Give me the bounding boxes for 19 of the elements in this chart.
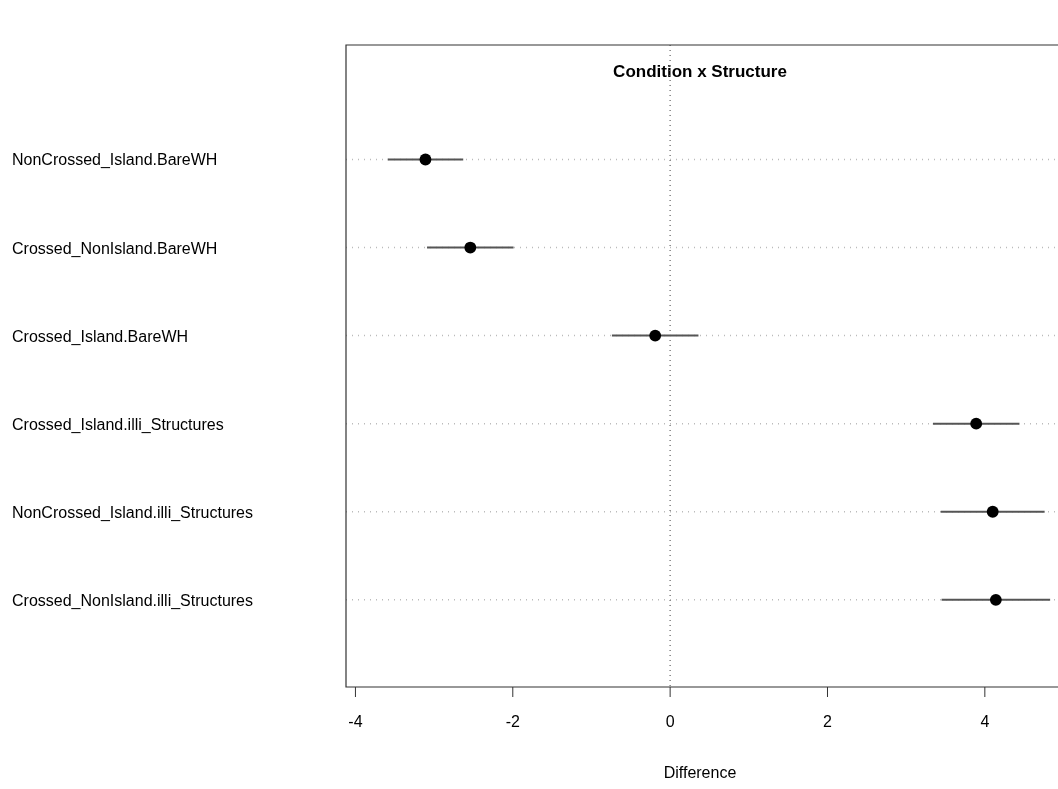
x-tick-label: -2 xyxy=(505,713,520,730)
point xyxy=(989,593,1002,606)
y-tick-label: Crossed_Island.BareWH xyxy=(12,327,189,346)
y-tick-label: Crossed_NonIsland.BareWH xyxy=(12,239,218,258)
point xyxy=(419,153,432,166)
x-tick-label: 2 xyxy=(823,713,833,730)
y-tick-label: NonCrossed_Island.illi_Structures xyxy=(12,503,253,522)
point xyxy=(464,241,477,254)
point xyxy=(986,505,999,518)
point xyxy=(970,417,983,430)
point xyxy=(649,329,662,342)
text: Condition x Structure xyxy=(613,62,787,81)
x-tick-label: 4 xyxy=(980,713,990,730)
x-tick-label: 0 xyxy=(665,713,675,730)
x-tick-label: -4 xyxy=(348,713,363,730)
y-tick-label: Crossed_Island.illi_Structures xyxy=(12,415,224,434)
y-tick-label: Crossed_NonIsland.illi_Structures xyxy=(12,591,253,610)
y-tick-label: NonCrossed_Island.BareWH xyxy=(12,151,218,170)
x-axis-title: Difference xyxy=(663,764,737,781)
